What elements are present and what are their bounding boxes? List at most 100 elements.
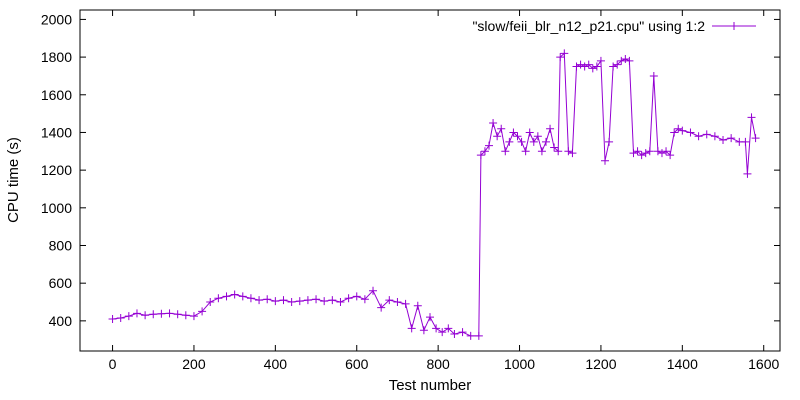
data-point-marker bbox=[132, 309, 141, 318]
data-point-marker bbox=[554, 147, 563, 156]
x-axis-title: Test number bbox=[389, 377, 472, 394]
data-point-marker bbox=[124, 312, 133, 321]
x-tick-label: 200 bbox=[182, 356, 206, 372]
data-point-marker bbox=[303, 296, 312, 305]
data-point-marker bbox=[189, 312, 198, 321]
data-point-marker bbox=[485, 141, 494, 150]
data-point-marker bbox=[564, 147, 573, 156]
data-point-marker bbox=[432, 324, 441, 333]
data-point-marker bbox=[662, 147, 671, 156]
data-point-marker bbox=[438, 328, 447, 337]
data-point-marker bbox=[537, 147, 546, 156]
data-point-marker bbox=[271, 297, 280, 306]
data-point-marker bbox=[393, 298, 402, 307]
y-tick-label: 1000 bbox=[41, 200, 72, 216]
y-tick-label: 1600 bbox=[41, 87, 72, 103]
data-point-marker bbox=[613, 60, 622, 69]
data-point-marker bbox=[686, 128, 695, 137]
data-point-marker bbox=[480, 147, 489, 156]
data-point-marker bbox=[474, 331, 483, 340]
data-point-marker bbox=[517, 137, 526, 146]
data-point-marker bbox=[413, 301, 422, 310]
data-point-marker bbox=[214, 294, 223, 303]
data-point-marker bbox=[141, 311, 150, 320]
legend-label: "slow/feii_blr_n12_p21.cpu" using 1:2 bbox=[472, 18, 705, 34]
series-line bbox=[112, 52, 757, 337]
data-point-marker bbox=[629, 149, 638, 158]
data-point-marker bbox=[546, 124, 555, 133]
data-point-marker bbox=[653, 147, 662, 156]
y-tick-label: 400 bbox=[49, 313, 73, 329]
data-point-marker bbox=[702, 130, 711, 139]
data-point-marker bbox=[369, 286, 378, 295]
data-point-marker bbox=[320, 297, 329, 306]
data-point-marker bbox=[605, 137, 614, 146]
data-point-marker bbox=[584, 60, 593, 69]
y-tick-label: 600 bbox=[49, 275, 73, 291]
data-point-marker bbox=[741, 137, 750, 146]
x-tick-label: 800 bbox=[426, 356, 450, 372]
data-point-marker bbox=[645, 147, 654, 156]
data-point-marker bbox=[246, 294, 255, 303]
data-point-marker bbox=[641, 149, 650, 158]
data-point-marker bbox=[157, 309, 166, 318]
data-point-marker bbox=[263, 295, 272, 304]
data-point-marker bbox=[505, 137, 514, 146]
data-point-marker bbox=[181, 311, 190, 320]
data-point-marker bbox=[533, 132, 542, 141]
data-point-marker bbox=[238, 292, 247, 301]
legend-marker-sample bbox=[730, 22, 738, 30]
data-point-marker bbox=[529, 137, 538, 146]
data-point-marker bbox=[493, 132, 502, 141]
data-point-marker bbox=[255, 296, 264, 305]
y-axis-title: CPU time (s) bbox=[5, 137, 22, 223]
data-point-marker bbox=[108, 314, 117, 323]
data-point-marker bbox=[550, 143, 559, 152]
y-tick-label: 1800 bbox=[41, 49, 72, 65]
plot-frame bbox=[79, 9, 781, 352]
data-point-marker bbox=[666, 151, 675, 160]
markers-layer bbox=[108, 49, 760, 340]
data-point-marker bbox=[173, 310, 182, 319]
data-point-marker bbox=[694, 132, 703, 141]
data-point-marker bbox=[621, 54, 630, 63]
data-point-marker bbox=[513, 132, 522, 141]
data-point-marker bbox=[674, 124, 683, 133]
data-point-marker bbox=[572, 62, 581, 71]
x-tick-label: 1600 bbox=[748, 356, 779, 372]
data-point-marker bbox=[568, 149, 577, 158]
data-point-marker bbox=[609, 62, 618, 71]
x-tick-label: 400 bbox=[264, 356, 288, 372]
data-point-marker bbox=[287, 298, 296, 307]
data-point-marker bbox=[116, 314, 125, 323]
data-point-marker bbox=[295, 297, 304, 306]
data-point-marker bbox=[401, 299, 410, 308]
data-point-marker bbox=[497, 124, 506, 133]
data-point-marker bbox=[521, 147, 530, 156]
data-point-marker bbox=[377, 303, 386, 312]
data-point-marker bbox=[466, 331, 475, 340]
data-point-marker bbox=[450, 330, 459, 339]
data-point-marker bbox=[489, 119, 498, 128]
data-point-marker bbox=[312, 295, 321, 304]
data-point-marker bbox=[657, 149, 666, 158]
y-tick-label: 800 bbox=[49, 237, 73, 253]
series-layer bbox=[112, 52, 757, 337]
data-point-marker bbox=[385, 296, 394, 305]
data-point-marker bbox=[426, 313, 434, 322]
x-tick-label: 0 bbox=[109, 356, 117, 372]
data-point-marker bbox=[444, 324, 453, 333]
data-point-marker bbox=[279, 296, 288, 305]
data-point-marker bbox=[747, 113, 756, 122]
data-point-marker bbox=[601, 156, 609, 165]
data-point-marker bbox=[149, 310, 158, 319]
data-point-marker bbox=[344, 294, 353, 303]
data-point-marker bbox=[509, 128, 518, 137]
data-point-marker bbox=[560, 49, 569, 58]
data-point-marker bbox=[727, 134, 736, 143]
data-point-marker bbox=[576, 60, 585, 69]
data-point-marker bbox=[670, 128, 679, 137]
data-point-marker bbox=[625, 56, 634, 65]
data-point-marker bbox=[525, 128, 534, 137]
data-point-marker bbox=[198, 307, 207, 316]
